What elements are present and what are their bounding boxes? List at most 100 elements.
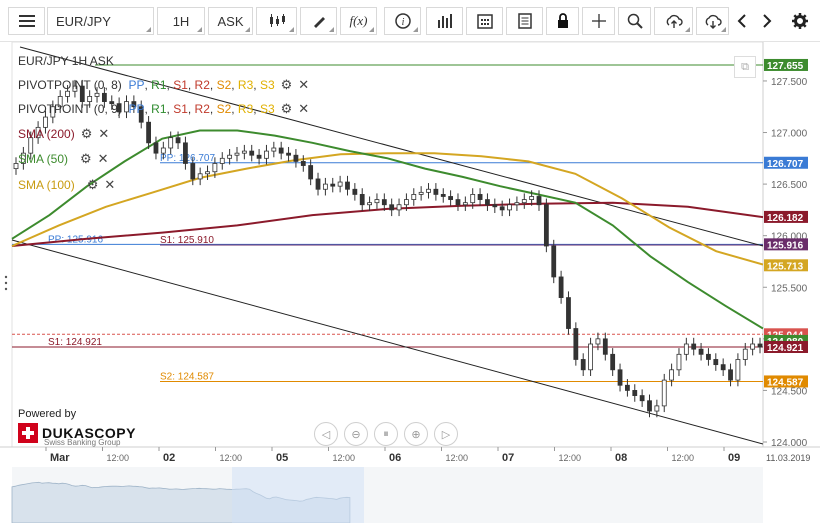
candle-body bbox=[190, 163, 196, 180]
swiss-cross-icon bbox=[18, 423, 38, 443]
price-tag-label: 125.713 bbox=[767, 261, 804, 272]
candle-body bbox=[234, 152, 240, 156]
crosshair-icon bbox=[591, 14, 606, 28]
x-tick-label: 02 bbox=[163, 452, 175, 464]
sma-200-label: SMA (200) bbox=[18, 127, 75, 141]
candle-body bbox=[742, 348, 748, 360]
candle-body bbox=[462, 202, 468, 206]
menu-button[interactable] bbox=[8, 7, 45, 35]
candle-body bbox=[241, 150, 247, 154]
candle-body bbox=[580, 359, 586, 371]
close-icon[interactable]: ✕ bbox=[298, 77, 310, 92]
candle-body bbox=[219, 157, 225, 164]
draw-button[interactable] bbox=[300, 7, 337, 35]
candle-body bbox=[477, 194, 483, 200]
chart-area[interactable]: 127.500127.000126.500126.000125.500125.0… bbox=[0, 42, 820, 523]
calendar-icon bbox=[476, 14, 493, 29]
price-tag-bg bbox=[764, 259, 808, 272]
hamburger-menu-icon bbox=[18, 15, 35, 27]
close-icon[interactable]: ✕ bbox=[298, 101, 310, 116]
calendar-button[interactable] bbox=[466, 7, 503, 35]
pivot-2-s1: S1 bbox=[173, 102, 188, 116]
pivot-1-s3: S3 bbox=[259, 78, 275, 92]
candle-body bbox=[713, 359, 719, 366]
crosshair-button[interactable] bbox=[582, 7, 615, 35]
chart-type-button[interactable] bbox=[256, 7, 297, 35]
pencil-icon bbox=[313, 17, 325, 28]
candle-body bbox=[661, 379, 667, 407]
gear-icon[interactable]: ⚙ bbox=[280, 77, 293, 92]
candle-body bbox=[322, 183, 328, 190]
candle-body bbox=[160, 147, 166, 154]
popout-button[interactable]: ⧉ bbox=[734, 56, 756, 78]
nav-back-button[interactable]: ◁ bbox=[314, 422, 338, 446]
pivot-2-r3: R3 bbox=[237, 102, 254, 116]
candle-body bbox=[750, 343, 756, 350]
trendline-upper bbox=[19, 46, 764, 247]
info-button[interactable]: i bbox=[384, 7, 421, 35]
close-icon[interactable]: ✕ bbox=[98, 126, 110, 141]
gear-icon[interactable]: ⚙ bbox=[86, 177, 99, 192]
pivot-2-name: PIVOTPOINT (0, 9) bbox=[18, 102, 122, 116]
legend-sma-200: SMA (200) ⚙ ✕ bbox=[18, 126, 109, 142]
y-tick-label: 126.500 bbox=[771, 180, 808, 191]
reset-button[interactable]: ⏸ bbox=[374, 422, 398, 446]
reset-icon: ⏸ bbox=[383, 427, 389, 440]
price-tag-label: 126.707 bbox=[767, 159, 804, 170]
pivot-level-label: S1: 125.910 bbox=[160, 235, 214, 246]
close-icon[interactable]: ✕ bbox=[104, 177, 116, 192]
y-tick-label: 124.500 bbox=[771, 386, 808, 397]
candle-body bbox=[470, 194, 476, 204]
gear-icon[interactable]: ⚙ bbox=[80, 151, 92, 166]
timeframe-select[interactable]: 1H bbox=[157, 7, 205, 35]
scroll-left-button[interactable] bbox=[731, 7, 753, 35]
candle-body bbox=[101, 92, 107, 102]
volume-button[interactable] bbox=[426, 7, 463, 35]
candle-body bbox=[116, 103, 122, 113]
zoom-out-button[interactable]: ⊖ bbox=[344, 422, 368, 446]
candle-body bbox=[345, 181, 350, 190]
candle-body bbox=[374, 199, 380, 204]
nav-forward-button[interactable]: ▷ bbox=[434, 422, 458, 446]
zoom-in-button[interactable]: ⊕ bbox=[404, 422, 428, 446]
indicators-button[interactable]: f(x) bbox=[340, 7, 377, 35]
lock-button[interactable] bbox=[546, 7, 579, 35]
pivot-1-r2: R2 bbox=[194, 78, 210, 92]
candle-body bbox=[485, 199, 490, 206]
legend-title: EUR/JPY 1H ASK bbox=[18, 53, 114, 69]
pivot-level-label: S2: 124.587 bbox=[160, 371, 214, 382]
navigator-window bbox=[232, 467, 364, 523]
report-button[interactable] bbox=[506, 7, 543, 35]
x-tick-label: 12:00 bbox=[220, 453, 243, 463]
candle-body bbox=[153, 142, 159, 154]
scroll-right-button[interactable] bbox=[756, 7, 778, 35]
y-tick-label: 127.000 bbox=[771, 129, 808, 140]
settings-button[interactable] bbox=[786, 7, 814, 35]
candle-body bbox=[293, 154, 299, 162]
side-select[interactable]: ASK bbox=[208, 7, 253, 35]
zoom-button[interactable] bbox=[618, 7, 651, 35]
symbol-select[interactable]: EUR/JPY bbox=[47, 7, 154, 35]
sma-50-line bbox=[11, 129, 764, 330]
gear-icon[interactable]: ⚙ bbox=[80, 126, 93, 141]
drag-handle[interactable] bbox=[4, 274, 8, 292]
close-icon[interactable]: ✕ bbox=[97, 151, 109, 166]
price-tag-label: 126.182 bbox=[767, 213, 804, 224]
pivot-2-r1: R1 bbox=[151, 102, 167, 116]
candle-body bbox=[168, 137, 174, 149]
dukascopy-logo[interactable]: DUKASCOPY bbox=[18, 423, 136, 443]
download-button[interactable] bbox=[696, 7, 729, 35]
sma-100-line bbox=[11, 152, 764, 266]
upload-button[interactable] bbox=[654, 7, 693, 35]
x-tick-label: 09 bbox=[728, 452, 740, 464]
price-chart[interactable]: 127.500127.000126.500126.000125.500125.0… bbox=[0, 42, 820, 523]
gear-icon[interactable]: ⚙ bbox=[280, 101, 293, 116]
candle-body bbox=[536, 196, 542, 206]
candle-body bbox=[507, 204, 512, 211]
price-tag-label: 124.921 bbox=[767, 343, 804, 354]
candle-body bbox=[426, 188, 431, 193]
candle-body bbox=[146, 121, 151, 144]
pivot-2-s3: S3 bbox=[259, 102, 275, 116]
x-tick-label: 12:00 bbox=[672, 453, 695, 463]
pivot-1-s2: S2 bbox=[216, 78, 232, 92]
